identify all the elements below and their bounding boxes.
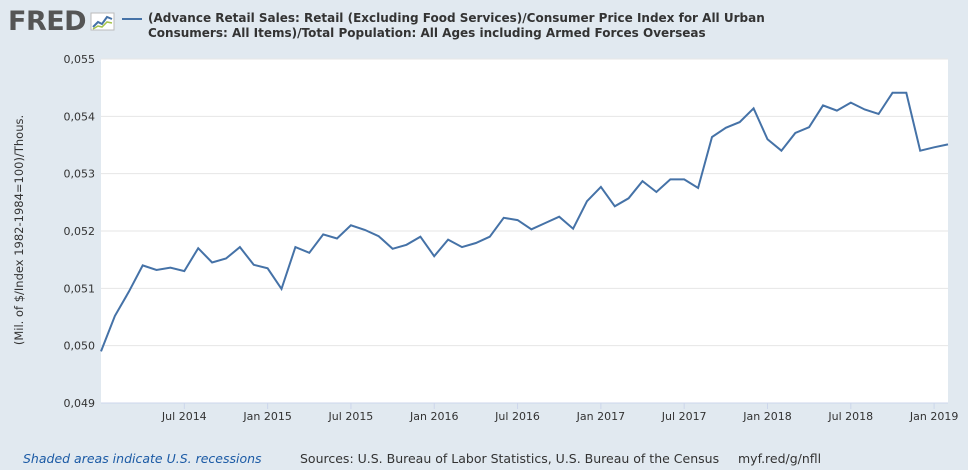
series-point[interactable] xyxy=(834,108,839,113)
y-axis-ticks: 0,049 0,050 0,051 0,052 0,053 0,054 0,055 xyxy=(64,53,96,410)
sources-text: Sources: U.S. Bureau of Labor Statistics… xyxy=(300,451,720,466)
series-point[interactable] xyxy=(168,265,173,270)
series-point[interactable] xyxy=(362,227,367,232)
series-point[interactable] xyxy=(612,204,617,209)
series-point[interactable] xyxy=(196,246,201,251)
series-point[interactable] xyxy=(376,234,381,239)
legend-series-swatch xyxy=(122,18,142,20)
series-point[interactable] xyxy=(460,245,465,250)
x-tick-label: Jan 2016 xyxy=(409,410,458,423)
series-point[interactable] xyxy=(126,289,131,294)
fred-logo-text: FRED xyxy=(8,5,87,37)
series-point[interactable] xyxy=(779,148,784,153)
series-point[interactable] xyxy=(293,245,298,250)
x-tick-label: Jul 2015 xyxy=(328,410,374,423)
series-point[interactable] xyxy=(571,226,576,231)
series-point[interactable] xyxy=(710,135,715,140)
series-line[interactable] xyxy=(100,91,949,352)
series-point[interactable] xyxy=(890,90,895,95)
series-point[interactable] xyxy=(473,241,478,246)
series-point[interactable] xyxy=(154,268,159,273)
series-point[interactable] xyxy=(723,125,728,130)
series-point[interactable] xyxy=(432,254,437,259)
legend-series-label: (Advance Retail Sales: Retail (Excluding… xyxy=(148,11,765,40)
series-point[interactable] xyxy=(224,256,229,261)
series-point[interactable] xyxy=(99,349,104,354)
series-point[interactable] xyxy=(862,107,867,112)
series-point[interactable] xyxy=(279,286,284,291)
x-tick-label: Jan 2018 xyxy=(742,410,791,423)
y-tick-label: 0,049 xyxy=(64,397,96,410)
series-point[interactable] xyxy=(682,177,687,182)
x-tick-label: Jan 2019 xyxy=(909,410,958,423)
series-point[interactable] xyxy=(876,112,881,117)
series-point[interactable] xyxy=(418,234,423,239)
y-axis-label: (Mil. of $/Index 1982-1984=100)/Thous. xyxy=(12,115,26,345)
y-tick-label: 0,052 xyxy=(64,225,96,238)
series-point[interactable] xyxy=(404,242,409,247)
x-axis-ticks: Jul 2014 Jan 2015 Jul 2015 Jan 2016 Jul 2016… xyxy=(101,402,958,423)
series-point[interactable] xyxy=(585,199,590,204)
x-tick-label: Jan 2017 xyxy=(576,410,625,423)
fred-logo[interactable]: FRED xyxy=(8,5,116,37)
series-point[interactable] xyxy=(821,103,826,108)
series-point[interactable] xyxy=(751,106,756,111)
x-tick-label: Jul 2017 xyxy=(661,410,707,423)
y-tick-label: 0,053 xyxy=(64,168,96,181)
series-point[interactable] xyxy=(765,137,770,142)
chart-footer: Shaded areas indicate U.S. recessions So… xyxy=(0,450,968,470)
series-point[interactable] xyxy=(640,179,645,184)
series-point[interactable] xyxy=(848,100,853,105)
x-tick-label: Jan 2015 xyxy=(242,410,291,423)
series-point[interactable] xyxy=(737,120,742,125)
series-point[interactable] xyxy=(932,145,937,150)
series-point[interactable] xyxy=(807,125,812,130)
series-point[interactable] xyxy=(946,142,951,147)
series-point[interactable] xyxy=(918,148,923,153)
x-tick-label: Jul 2014 xyxy=(161,410,207,423)
series-point[interactable] xyxy=(251,262,256,267)
series-point[interactable] xyxy=(112,313,117,318)
recession-note-link[interactable]: Shaded areas indicate U.S. recessions xyxy=(23,451,262,466)
series-point[interactable] xyxy=(140,263,145,268)
series-point[interactable] xyxy=(598,184,603,189)
series-point[interactable] xyxy=(793,131,798,136)
series-point[interactable] xyxy=(237,245,242,250)
series-point[interactable] xyxy=(335,236,340,241)
series-point[interactable] xyxy=(654,190,659,195)
x-tick-label: Jul 2016 xyxy=(494,410,540,423)
chart-legend[interactable]: (Advance Retail Sales: Retail (Excluding… xyxy=(122,11,838,41)
chart-header: FRED (Advance Retail Sales: Retail (Excl… xyxy=(0,0,968,52)
fred-chart-mark-icon xyxy=(90,12,115,31)
series-point[interactable] xyxy=(265,266,270,271)
series-point[interactable] xyxy=(446,237,451,242)
series-point[interactable] xyxy=(307,250,312,255)
line-chart[interactable]: 0,049 0,050 0,051 0,052 0,053 0,054 0,055 Jul … xyxy=(0,0,968,450)
series-point[interactable] xyxy=(390,246,395,251)
series-point[interactable] xyxy=(529,227,534,232)
y-tick-label: 0,054 xyxy=(64,110,96,123)
series-point[interactable] xyxy=(696,186,701,191)
series-point[interactable] xyxy=(668,177,673,182)
series-point[interactable] xyxy=(321,232,326,237)
series-point[interactable] xyxy=(501,215,506,220)
series-point[interactable] xyxy=(543,221,548,226)
series-point[interactable] xyxy=(182,269,187,274)
y-tick-label: 0,050 xyxy=(64,340,96,353)
series-point[interactable] xyxy=(487,234,492,239)
series-point[interactable] xyxy=(348,223,353,228)
series-point[interactable] xyxy=(515,218,520,223)
series-point[interactable] xyxy=(904,90,909,95)
x-tick-label: Jul 2018 xyxy=(827,410,873,423)
y-tick-label: 0,051 xyxy=(64,282,96,295)
series-point[interactable] xyxy=(210,260,215,265)
series-point[interactable] xyxy=(557,214,562,219)
y-tick-label: 0,055 xyxy=(64,53,96,66)
series-point[interactable] xyxy=(626,196,631,201)
short-link[interactable]: myf.red/g/nfll xyxy=(738,451,822,466)
